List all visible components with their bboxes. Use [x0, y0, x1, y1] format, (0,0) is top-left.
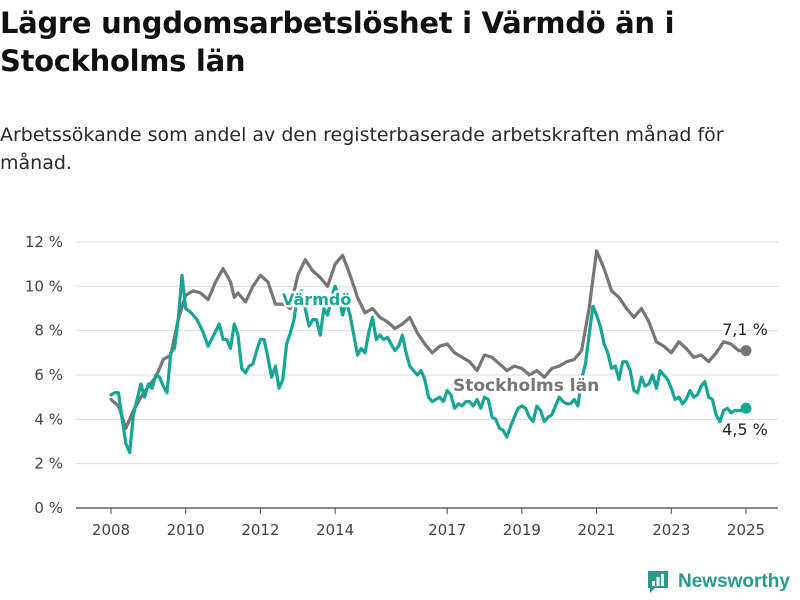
- y-tick-label: 10 %: [25, 277, 63, 295]
- y-tick-label: 4 %: [34, 410, 63, 428]
- y-tick-label: 12 %: [25, 233, 63, 251]
- series-name-stockholm: Stockholms län: [453, 376, 599, 396]
- stockholm-end-dot: [740, 345, 752, 357]
- x-tick-label: 2023: [652, 521, 690, 539]
- series-name-varmdo: Värmdö: [282, 290, 351, 309]
- y-tick-label: 0 %: [34, 499, 63, 517]
- series-labels: Värmdö Stockholms län 7,1 % 4,5 %: [280, 288, 770, 442]
- y-axis-ticks: 0 % 2 % 4 % 6 % 8 % 10 % 12 %: [25, 233, 63, 517]
- x-tick-label: 2025: [727, 521, 765, 539]
- x-tick-label: 2012: [241, 521, 279, 539]
- y-tick-label: 8 %: [34, 322, 63, 340]
- chart-subtitle: Arbetssökande som andel av den registerb…: [0, 124, 724, 174]
- grid-lines: [76, 241, 778, 465]
- x-tick-label: 2021: [577, 521, 615, 539]
- y-tick-label: 2 %: [34, 455, 63, 473]
- x-tick-label: 2008: [92, 521, 130, 539]
- varmdo-end-dot: [740, 402, 752, 414]
- x-tick-label: 2019: [503, 521, 541, 539]
- x-tick-label: 2017: [428, 521, 466, 539]
- x-tick-label: 2010: [167, 521, 205, 539]
- series-lines: [109, 249, 752, 455]
- newsworthy-logo-icon: [648, 571, 668, 593]
- brand-name: Newsworthy: [678, 571, 790, 592]
- end-value-stockholm: 7,1 %: [722, 320, 768, 339]
- chart-title: Lägre ungdomsarbetslöshet i Värmdö än i …: [0, 6, 675, 78]
- y-tick-label: 6 %: [34, 366, 63, 384]
- brand-logo: Newsworthy: [646, 567, 790, 597]
- x-axis-ticks: 2008 2010 2012 2014 2017 2019 2021 2023 2025: [92, 508, 765, 539]
- x-tick-label: 2014: [316, 521, 354, 539]
- end-value-varmdo: 4,5 %: [722, 420, 768, 439]
- stockholm-line: [109, 249, 748, 430]
- varmdo-line: [109, 273, 748, 455]
